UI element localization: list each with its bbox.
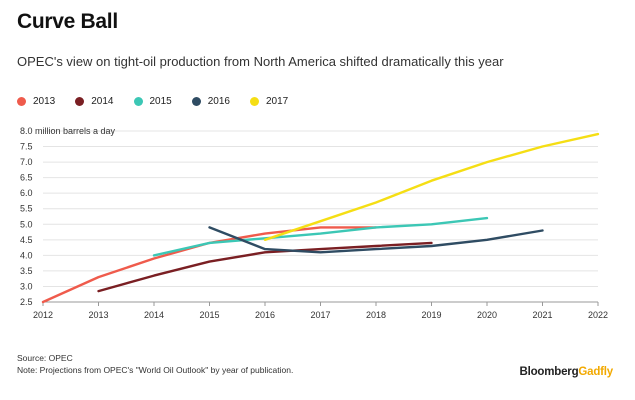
- line-chart: 2.5 3.0 3.5 4.0 4.5 5.0 5.5 6.0 6.5 7.0 7.5 8.0 mil…: [20, 126, 608, 320]
- series-line-2016: [208, 226, 544, 254]
- legend-item-2014: 2014: [75, 96, 114, 107]
- legend-swatch-2013: [17, 97, 26, 106]
- x-tick-label: 2019: [421, 310, 441, 320]
- x-tick-label: 2022: [588, 310, 608, 320]
- legend-item-2017: 2017: [250, 96, 288, 107]
- legend-label-2015: 2015: [149, 96, 172, 107]
- x-tick-label: 2015: [199, 310, 219, 320]
- y-tick-label: 4.5: [20, 235, 33, 245]
- note-text: Note: Projections from OPEC's "World Oil…: [17, 365, 294, 375]
- legend-swatch-2015: [133, 97, 143, 106]
- y-tick-label: 7.5: [20, 142, 33, 152]
- x-tick-label: 2012: [33, 310, 53, 320]
- y-tick-label: 4.0: [20, 250, 33, 260]
- y-tick-label: 7.0: [20, 157, 33, 167]
- series-line-2014: [97, 241, 433, 293]
- series-line-2015: [152, 216, 489, 257]
- series-line-2013: [41, 226, 378, 304]
- series-line-2017: [263, 132, 600, 242]
- chart-footnote: Source: OPEC Note: Projections from OPEC…: [17, 352, 293, 376]
- legend-label-2014: 2014: [91, 96, 114, 107]
- legend-item-2016: 2016: [191, 96, 230, 107]
- x-tick-label: 2020: [477, 310, 497, 320]
- legend-label-2017: 2017: [266, 96, 289, 107]
- legend-swatch-2016: [191, 97, 201, 106]
- x-tick-label: 2021: [532, 310, 552, 320]
- legend-item-2013: 2013: [17, 96, 55, 107]
- y-tick-label: 5.0: [20, 219, 33, 229]
- legend-swatch-2014: [75, 97, 85, 106]
- brand-suffix: Gadfly: [578, 366, 613, 378]
- y-tick-label: 6.0: [20, 188, 33, 198]
- y-tick-label: 5.5: [20, 204, 33, 214]
- x-tick-label: 2018: [366, 310, 386, 320]
- chart-subtitle: OPEC's view on tight-oil production from…: [17, 54, 504, 69]
- brand-name: Bloomberg: [519, 366, 579, 378]
- legend-item-2015: 2015: [133, 96, 172, 107]
- x-tick-label: 2017: [310, 310, 330, 320]
- y-tick-label: 2.5: [20, 297, 33, 307]
- x-tick-label: 2013: [88, 310, 108, 320]
- y-tick-label: 8.0 million barrels a day: [20, 126, 116, 136]
- source-text: Source: OPEC: [17, 353, 73, 363]
- brand-logo: BloombergGadfly: [520, 366, 614, 378]
- chart-legend: 2013 2014 2015 2016 2017: [17, 96, 308, 107]
- legend-label-2016: 2016: [207, 96, 230, 107]
- y-tick-label: 6.5: [20, 173, 33, 183]
- y-tick-label: 3.5: [20, 266, 33, 276]
- y-tick-label: 3.0: [20, 281, 33, 291]
- x-tick-label: 2014: [144, 310, 164, 320]
- x-tick-label: 2016: [255, 310, 275, 320]
- legend-label-2013: 2013: [33, 96, 56, 107]
- legend-swatch-2017: [250, 97, 259, 106]
- chart-title: Curve Ball: [17, 10, 118, 33]
